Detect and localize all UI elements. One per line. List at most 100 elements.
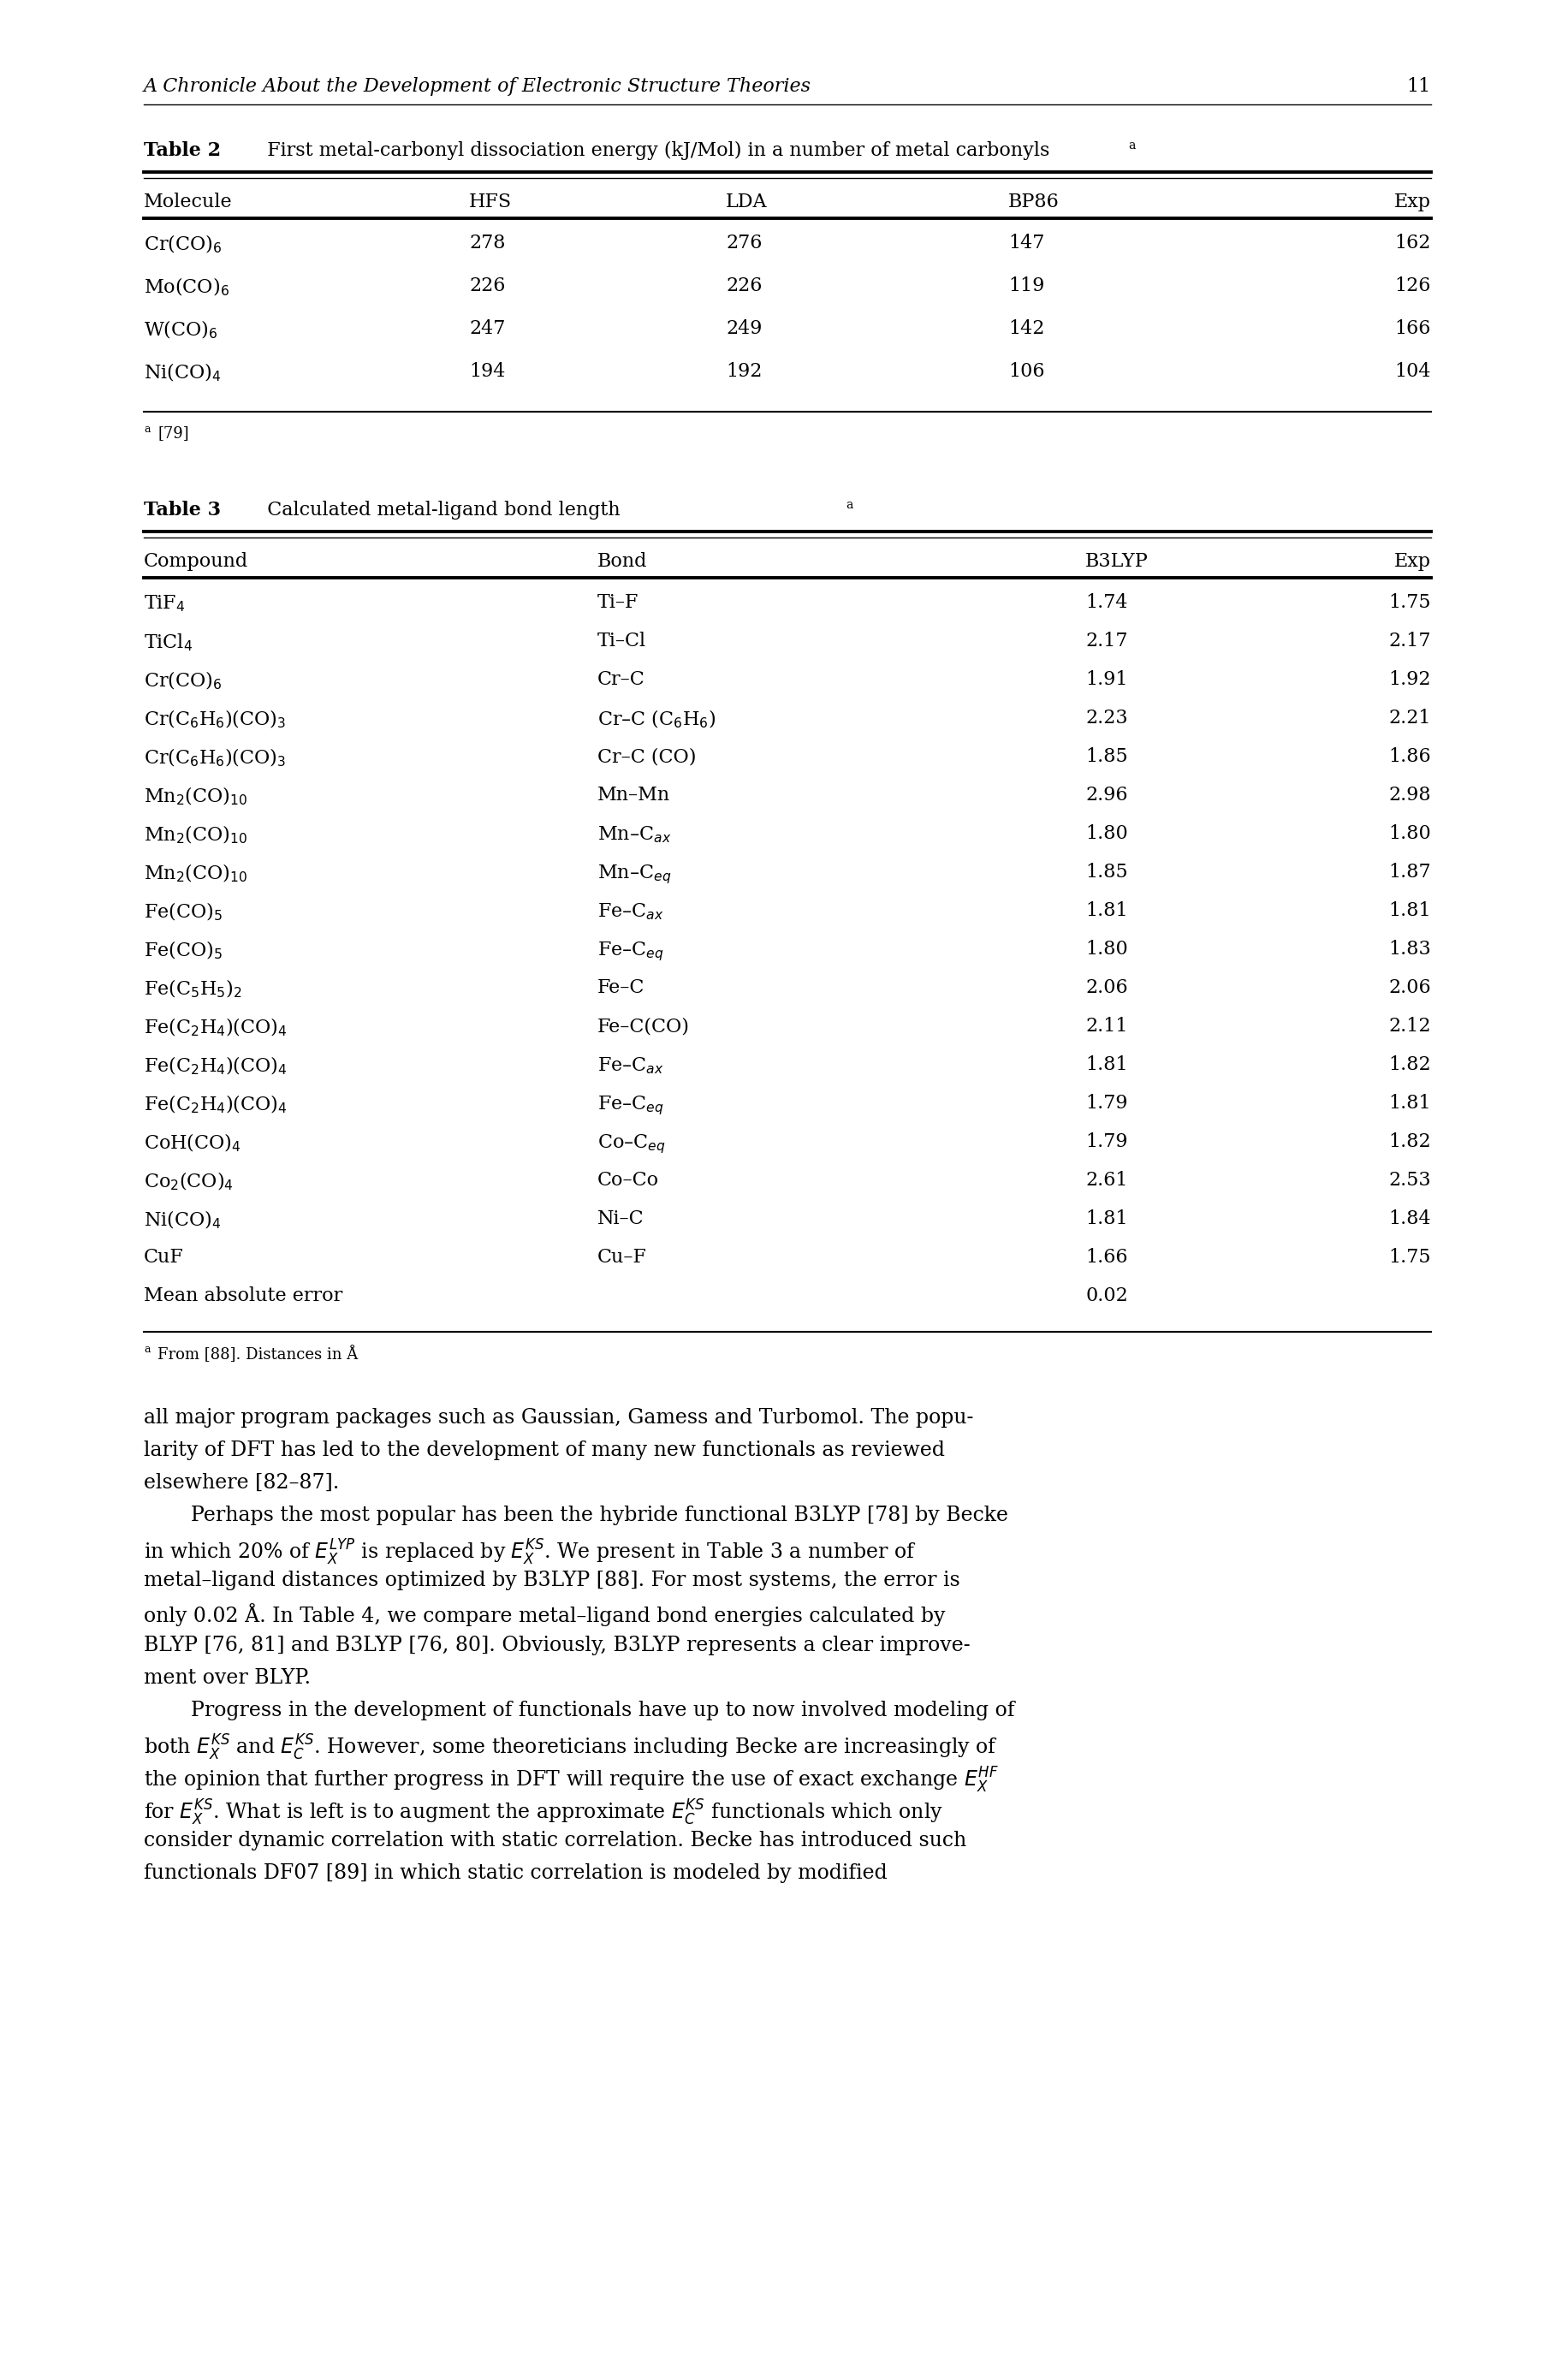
Text: Ni(CO)$_4$: Ni(CO)$_4$ [144, 1209, 221, 1231]
Text: a: a [144, 423, 151, 435]
Text: 1.82: 1.82 [1389, 1133, 1432, 1152]
Text: 278: 278 [469, 233, 505, 252]
Text: 249: 249 [726, 318, 762, 337]
Text: Mn$_2$(CO)$_{10}$: Mn$_2$(CO)$_{10}$ [144, 862, 248, 884]
Text: 1.74: 1.74 [1085, 594, 1127, 613]
Text: Cr(CO)$_6$: Cr(CO)$_6$ [144, 670, 223, 691]
Text: 1.79: 1.79 [1085, 1133, 1127, 1152]
Text: W(CO)$_6$: W(CO)$_6$ [144, 318, 218, 340]
Text: Mn$_2$(CO)$_{10}$: Mn$_2$(CO)$_{10}$ [144, 824, 248, 846]
Text: 2.17: 2.17 [1389, 632, 1432, 651]
Text: 2.53: 2.53 [1389, 1171, 1432, 1190]
Text: 0.02: 0.02 [1085, 1285, 1127, 1304]
Text: larity of DFT has led to the development of many new functionals as reviewed: larity of DFT has led to the development… [144, 1440, 946, 1461]
Text: Fe–C(CO): Fe–C(CO) [597, 1017, 690, 1036]
Text: 247: 247 [469, 318, 505, 337]
Text: BLYP [76, 81] and B3LYP [76, 80]. Obviously, B3LYP represents a clear improve-: BLYP [76, 81] and B3LYP [76, 80]. Obviou… [144, 1635, 971, 1656]
Text: 1.84: 1.84 [1389, 1209, 1432, 1228]
Text: Mn$_2$(CO)$_{10}$: Mn$_2$(CO)$_{10}$ [144, 786, 248, 808]
Text: 11: 11 [1406, 76, 1432, 95]
Text: Fe(CO)$_5$: Fe(CO)$_5$ [144, 941, 223, 962]
Text: consider dynamic correlation with static correlation. Becke has introduced such: consider dynamic correlation with static… [144, 1832, 966, 1851]
Text: ment over BLYP.: ment over BLYP. [144, 1668, 310, 1687]
Text: 276: 276 [726, 233, 762, 252]
Text: 2.96: 2.96 [1085, 786, 1127, 805]
Text: a: a [845, 499, 853, 511]
Text: 2.98: 2.98 [1389, 786, 1432, 805]
Text: 1.83: 1.83 [1389, 941, 1432, 958]
Text: functionals DF07 [89] in which static correlation is modeled by modified: functionals DF07 [89] in which static co… [144, 1863, 887, 1884]
Text: Fe–C$_{eq}$: Fe–C$_{eq}$ [597, 1093, 663, 1117]
Text: 1.81: 1.81 [1085, 901, 1127, 920]
Text: Co–C$_{eq}$: Co–C$_{eq}$ [597, 1133, 665, 1155]
Text: 1.86: 1.86 [1389, 746, 1432, 765]
Text: Bond: Bond [597, 551, 648, 570]
Text: HFS: HFS [469, 192, 511, 211]
Text: Cr–C (C$_6$H$_6$): Cr–C (C$_6$H$_6$) [597, 708, 717, 729]
Text: 1.81: 1.81 [1389, 901, 1432, 920]
Text: 1.81: 1.81 [1389, 1093, 1432, 1112]
Text: 1.81: 1.81 [1085, 1055, 1127, 1074]
Text: CuF: CuF [144, 1247, 183, 1266]
Text: Mn–C$_{ax}$: Mn–C$_{ax}$ [597, 824, 671, 843]
Text: 142: 142 [1008, 318, 1044, 337]
Text: 1.80: 1.80 [1389, 824, 1432, 843]
Text: 192: 192 [726, 361, 762, 380]
Text: 194: 194 [469, 361, 505, 380]
Text: 1.66: 1.66 [1085, 1247, 1127, 1266]
Text: 226: 226 [469, 276, 505, 295]
Text: 1.92: 1.92 [1389, 670, 1432, 689]
Text: all major program packages such as Gaussian, Gamess and Turbomol. The popu-: all major program packages such as Gauss… [144, 1409, 974, 1428]
Text: TiF$_4$: TiF$_4$ [144, 594, 185, 613]
Text: Progress in the development of functionals have up to now involved modeling of: Progress in the development of functiona… [191, 1701, 1014, 1720]
Text: 1.80: 1.80 [1085, 941, 1127, 958]
Text: [79]: [79] [157, 425, 188, 442]
Text: 1.81: 1.81 [1085, 1209, 1127, 1228]
Text: 2.06: 2.06 [1389, 979, 1432, 998]
Text: Mean absolute error: Mean absolute error [144, 1285, 342, 1304]
Text: both $E_X^{KS}$ and $E_C^{KS}$. However, some theoreticians including Becke are : both $E_X^{KS}$ and $E_C^{KS}$. However,… [144, 1732, 997, 1763]
Text: 1.80: 1.80 [1085, 824, 1127, 843]
Text: Compound: Compound [144, 551, 248, 570]
Text: LDA: LDA [726, 192, 767, 211]
Text: Co–Co: Co–Co [597, 1171, 659, 1190]
Text: Ti–F: Ti–F [597, 594, 638, 613]
Text: 1.75: 1.75 [1389, 1247, 1432, 1266]
Text: A Chronicle About the Development of Electronic Structure Theories: A Chronicle About the Development of Ele… [144, 76, 811, 95]
Text: Fe(C$_5$H$_5$)$_2$: Fe(C$_5$H$_5$)$_2$ [144, 979, 241, 1000]
Text: Fe–C$_{eq}$: Fe–C$_{eq}$ [597, 941, 663, 962]
Text: Calculated metal-ligand bond length: Calculated metal-ligand bond length [256, 501, 621, 520]
Text: 2.12: 2.12 [1389, 1017, 1432, 1036]
Text: Table 3: Table 3 [144, 501, 221, 520]
Text: 2.21: 2.21 [1389, 708, 1432, 727]
Text: 1.87: 1.87 [1389, 862, 1432, 881]
Text: 162: 162 [1396, 233, 1432, 252]
Text: TiCl$_4$: TiCl$_4$ [144, 632, 193, 653]
Text: CoH(CO)$_4$: CoH(CO)$_4$ [144, 1133, 241, 1155]
Text: Mo(CO)$_6$: Mo(CO)$_6$ [144, 276, 229, 297]
Text: BP86: BP86 [1008, 192, 1060, 211]
Text: 2.23: 2.23 [1085, 708, 1127, 727]
Text: Perhaps the most popular has been the hybride functional B3LYP [78] by Becke: Perhaps the most popular has been the hy… [191, 1506, 1008, 1525]
Text: Table 2: Table 2 [144, 140, 221, 159]
Text: Cr(C$_6$H$_6$)(CO)$_3$: Cr(C$_6$H$_6$)(CO)$_3$ [144, 708, 285, 729]
Text: 226: 226 [726, 276, 762, 295]
Text: 2.61: 2.61 [1085, 1171, 1127, 1190]
Text: Molecule: Molecule [144, 192, 232, 211]
Text: 2.06: 2.06 [1085, 979, 1127, 998]
Text: From [88]. Distances in Å: From [88]. Distances in Å [157, 1345, 358, 1361]
Text: Fe–C: Fe–C [597, 979, 644, 998]
Text: Mn–C$_{eq}$: Mn–C$_{eq}$ [597, 862, 671, 886]
Text: a: a [144, 1345, 151, 1354]
Text: 2.11: 2.11 [1085, 1017, 1127, 1036]
Text: Ni–C: Ni–C [597, 1209, 644, 1228]
Text: 147: 147 [1008, 233, 1044, 252]
Text: 104: 104 [1394, 361, 1432, 380]
Text: 1.85: 1.85 [1085, 862, 1127, 881]
Text: 2.17: 2.17 [1085, 632, 1127, 651]
Text: Cr(C$_6$H$_6$)(CO)$_3$: Cr(C$_6$H$_6$)(CO)$_3$ [144, 746, 285, 770]
Text: Cr–C (CO): Cr–C (CO) [597, 746, 696, 765]
Text: Exp: Exp [1394, 551, 1432, 570]
Text: Co$_2$(CO)$_4$: Co$_2$(CO)$_4$ [144, 1171, 234, 1193]
Text: First metal-carbonyl dissociation energy (kJ/Mol) in a number of metal carbonyls: First metal-carbonyl dissociation energy… [256, 140, 1049, 159]
